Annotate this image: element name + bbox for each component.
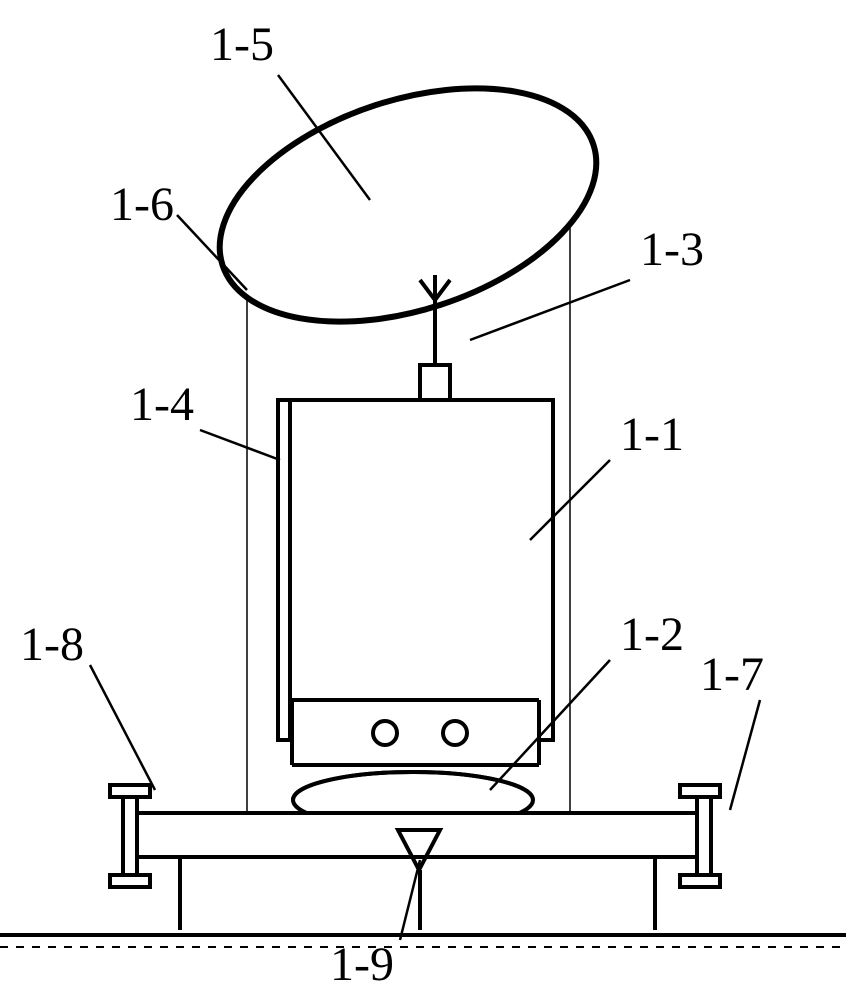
label-1-7: 1-7 bbox=[700, 648, 764, 701]
label-1-6: 1-6 bbox=[110, 178, 174, 231]
leader-1-9 bbox=[400, 860, 420, 940]
bolt-3 bbox=[680, 875, 720, 887]
bolt-1 bbox=[110, 875, 150, 887]
label-1-8: 1-8 bbox=[20, 618, 84, 671]
antenna-base bbox=[420, 365, 450, 400]
label-1-5: 1-5 bbox=[210, 18, 274, 71]
top-ellipse bbox=[190, 45, 626, 365]
main-box bbox=[278, 400, 553, 740]
label-1-9: 1-9 bbox=[330, 938, 394, 991]
leader-1-3 bbox=[470, 280, 630, 340]
cross-pipe bbox=[137, 813, 697, 857]
box-bottom-gap bbox=[294, 737, 537, 743]
leader-1-7 bbox=[730, 700, 760, 810]
flange-1 bbox=[697, 795, 711, 875]
bolt-2 bbox=[680, 785, 720, 797]
label-1-1: 1-1 bbox=[620, 408, 684, 461]
bottom-ellipse-top-arc bbox=[293, 772, 533, 800]
label-1-3: 1-3 bbox=[640, 223, 704, 276]
leader-1-8 bbox=[90, 665, 155, 790]
leader-1-4 bbox=[200, 430, 280, 460]
bolt-0 bbox=[110, 785, 150, 797]
label-1-2: 1-2 bbox=[620, 608, 684, 661]
flange-0 bbox=[123, 795, 137, 875]
label-1-4: 1-4 bbox=[130, 378, 194, 431]
diagram-canvas: 1-5 1-6 1-3 1-4 1-1 1-8 1-2 1-7 1-9 bbox=[0, 0, 846, 1000]
